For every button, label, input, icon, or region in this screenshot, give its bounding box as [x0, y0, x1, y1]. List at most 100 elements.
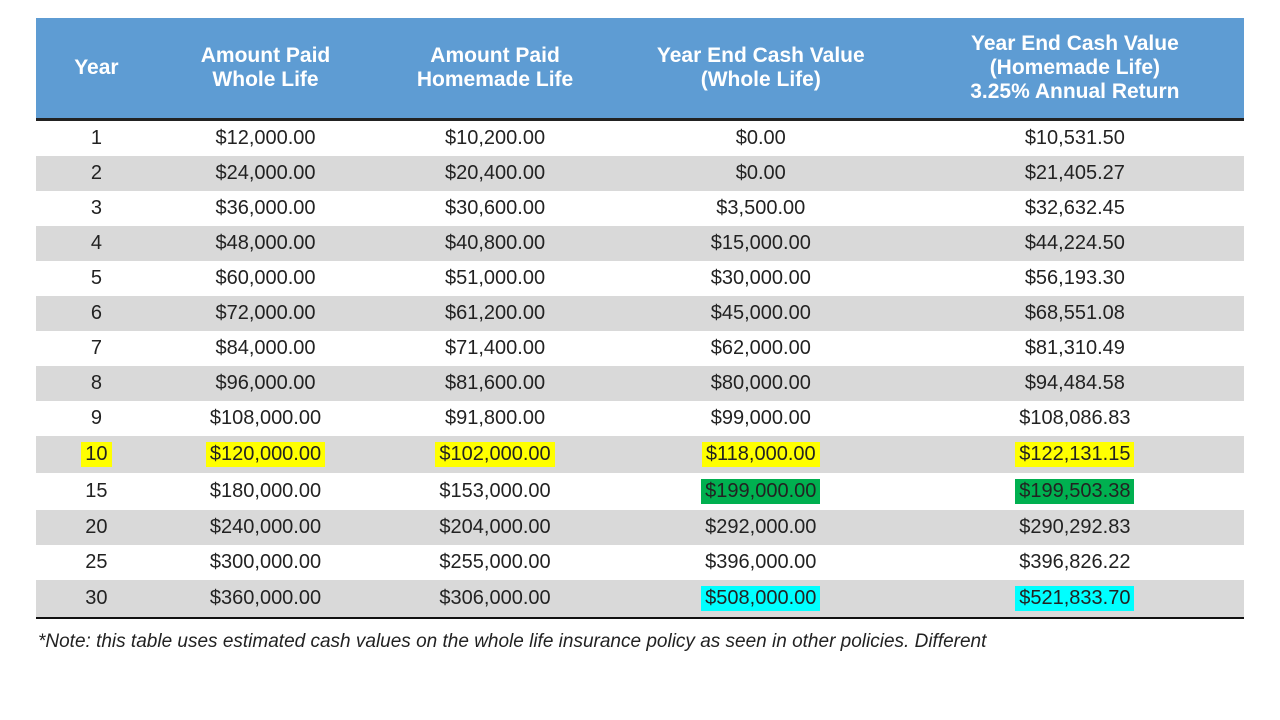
table-cell: $45,000.00	[616, 296, 906, 331]
table-cell: $255,000.00	[374, 545, 616, 580]
cell-value: $0.00	[736, 127, 786, 149]
table-cell: $300,000.00	[157, 545, 374, 580]
table-cell: $40,800.00	[374, 226, 616, 261]
table-cell: $12,000.00	[157, 120, 374, 157]
table-cell: 6	[36, 296, 157, 331]
table-cell: 2	[36, 156, 157, 191]
cell-value: 20	[85, 516, 107, 538]
table-cell: 15	[36, 473, 157, 510]
cell-value: $96,000.00	[215, 372, 315, 394]
table-cell: $51,000.00	[374, 261, 616, 296]
cell-value: $30,600.00	[445, 197, 545, 219]
table-cell: 8	[36, 366, 157, 401]
table-cell: 5	[36, 261, 157, 296]
table-cell: 30	[36, 580, 157, 618]
cell-value: $306,000.00	[439, 587, 550, 609]
table-cell: $108,000.00	[157, 401, 374, 436]
table-row: 15$180,000.00$153,000.00$199,000.00$199,…	[36, 473, 1244, 510]
cell-value: $240,000.00	[210, 516, 321, 538]
table-cell: $306,000.00	[374, 580, 616, 618]
col-header-text: Amount Paid	[430, 44, 560, 67]
cell-value: $360,000.00	[210, 587, 321, 609]
cell-value: 4	[91, 232, 102, 254]
table-cell: $56,193.30	[906, 261, 1244, 296]
cell-value: $24,000.00	[215, 162, 315, 184]
cell-value: $15,000.00	[711, 232, 811, 254]
cell-value: $56,193.30	[1025, 267, 1125, 289]
cell-value: $108,000.00	[210, 407, 321, 429]
cell-value: $199,503.38	[1015, 479, 1134, 504]
cell-value: $84,000.00	[215, 337, 315, 359]
table-cell: $292,000.00	[616, 510, 906, 545]
col-header-text: Whole Life	[212, 68, 318, 91]
table-cell: 4	[36, 226, 157, 261]
table-cell: $84,000.00	[157, 331, 374, 366]
table-row: 20$240,000.00$204,000.00$292,000.00$290,…	[36, 510, 1244, 545]
table-cell: $81,310.49	[906, 331, 1244, 366]
cell-value: $81,310.49	[1025, 337, 1125, 359]
table-row: 30 $360,000.00 $306,000.00 $508,000.00 $521,…	[36, 580, 1244, 618]
col-header-3: Year End Cash Value(Whole Life)	[616, 18, 906, 120]
table-cell: $240,000.00	[157, 510, 374, 545]
table-cell: $30,000.00	[616, 261, 906, 296]
cell-value: $68,551.08	[1025, 302, 1125, 324]
table-header-row: YearAmount PaidWhole LifeAmount PaidHome…	[36, 18, 1244, 120]
table-cell: $10,200.00	[374, 120, 616, 157]
table-cell: $199,503.38	[906, 473, 1244, 510]
table-cell: 25	[36, 545, 157, 580]
table-cell: $99,000.00	[616, 401, 906, 436]
table-cell: $62,000.00	[616, 331, 906, 366]
table-cell: $24,000.00	[157, 156, 374, 191]
table-cell: $80,000.00	[616, 366, 906, 401]
cell-value: 25	[85, 551, 107, 573]
table-cell: $396,000.00	[616, 545, 906, 580]
cell-value: 8	[91, 372, 102, 394]
table-cell: $68,551.08	[906, 296, 1244, 331]
table-cell: $118,000.00	[616, 436, 906, 473]
col-header-2: Amount PaidHomemade Life	[374, 18, 616, 120]
table-row: 7$84,000.00$71,400.00$62,000.00$81,310.4…	[36, 331, 1244, 366]
table-cell: 10	[36, 436, 157, 473]
cell-value: $81,600.00	[445, 372, 545, 394]
table-cell: $48,000.00	[157, 226, 374, 261]
cell-value: $108,086.83	[1019, 407, 1130, 429]
table-cell: $71,400.00	[374, 331, 616, 366]
table-row: 9$108,000.00$91,800.00$99,000.00$108,086…	[36, 401, 1244, 436]
table-cell: $91,800.00	[374, 401, 616, 436]
table-cell: $32,632.45	[906, 191, 1244, 226]
cell-value: $80,000.00	[711, 372, 811, 394]
cell-value: $44,224.50	[1025, 232, 1125, 254]
table-cell: $0.00	[616, 120, 906, 157]
table-cell: $72,000.00	[157, 296, 374, 331]
cell-value: $10,200.00	[445, 127, 545, 149]
cell-value: $71,400.00	[445, 337, 545, 359]
comparison-table: YearAmount PaidWhole LifeAmount PaidHome…	[36, 18, 1244, 619]
table-cell: $122,131.15	[906, 436, 1244, 473]
cell-value: $204,000.00	[439, 516, 550, 538]
cell-value: $72,000.00	[215, 302, 315, 324]
cell-value: $508,000.00	[701, 586, 820, 611]
table-cell: $36,000.00	[157, 191, 374, 226]
table-row: 5 $60,000.00 $51,000.00$30,000.00 $56,193.3…	[36, 261, 1244, 296]
table-cell: $61,200.00	[374, 296, 616, 331]
col-header-text: (Whole Life)	[701, 68, 821, 91]
cell-value: $0.00	[736, 162, 786, 184]
table-row: 2 $24,000.00 $20,400.00 $0.00 $21,405.27	[36, 156, 1244, 191]
table-row: 4 $48,000.00$40,800.00 $15,000.00 $44,224.5…	[36, 226, 1244, 261]
cell-value: 15	[85, 480, 107, 502]
col-header-text: 3.25% Annual Return	[970, 80, 1179, 103]
table-cell: $396,826.22	[906, 545, 1244, 580]
cell-value: $60,000.00	[215, 267, 315, 289]
table-cell: $521,833.70	[906, 580, 1244, 618]
table-cell: $102,000.00	[374, 436, 616, 473]
table-cell: $30,600.00	[374, 191, 616, 226]
col-header-text: Amount Paid	[201, 44, 331, 67]
cell-value: $32,632.45	[1025, 197, 1125, 219]
cell-value: $521,833.70	[1015, 586, 1134, 611]
table-cell: $21,405.27	[906, 156, 1244, 191]
cell-value: $94,484.58	[1025, 372, 1125, 394]
cell-value: $122,131.15	[1015, 442, 1134, 467]
table-cell: $20,400.00	[374, 156, 616, 191]
table-row: 10$120,000.00$102,000.00$118,000.00$122,…	[36, 436, 1244, 473]
table-body: 1$12,000.00$10,200.00$0.00$10,531.502$24…	[36, 120, 1244, 619]
